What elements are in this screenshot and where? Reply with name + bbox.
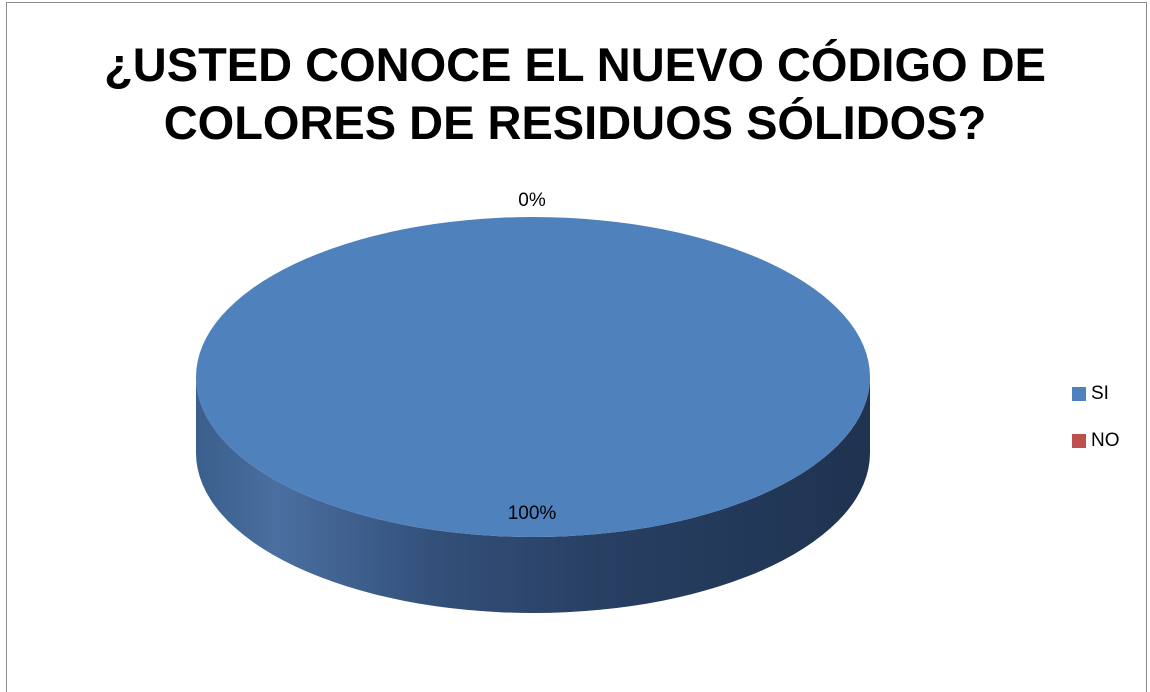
- legend-swatch-si: [1072, 387, 1086, 401]
- legend-swatch-no: [1072, 434, 1086, 448]
- chart-title-line-1: ¿USTED CONOCE EL NUEVO CÓDIGO DE: [104, 38, 1046, 91]
- data-label-si: 100%: [508, 503, 557, 524]
- legend: SI NO: [1072, 382, 1120, 476]
- pie-chart: 100% 0%: [196, 190, 870, 613]
- data-label-no: 0%: [518, 190, 546, 211]
- chart-title-line-2: COLORES DE RESIDUOS SÓLIDOS?: [163, 96, 987, 149]
- pie-side: [196, 377, 870, 613]
- pie-slice-si: [196, 217, 870, 537]
- legend-label-no: NO: [1091, 430, 1120, 451]
- legend-label-si: SI: [1091, 383, 1109, 404]
- legend-item-si: SI: [1072, 382, 1120, 406]
- chart-title: ¿USTED CONOCE EL NUEVO CÓDIGO DE COLORES…: [0, 36, 1150, 152]
- legend-item-no: NO: [1072, 429, 1120, 453]
